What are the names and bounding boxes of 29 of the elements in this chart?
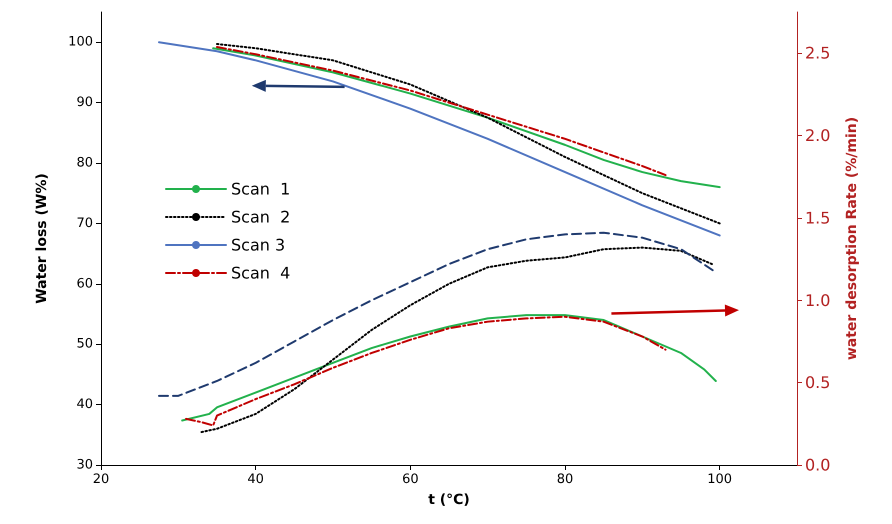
x-tick-label: 80: [556, 472, 574, 487]
x-tick-label: 40: [247, 472, 264, 487]
y2-axis-title: water desorption Rate (%/min): [844, 116, 860, 360]
y2-tick-label: 2.0: [805, 126, 830, 146]
x-tick-label: 60: [402, 472, 419, 487]
line-series: [216, 43, 721, 224]
y-tick-label: 70: [76, 216, 93, 231]
y-tick-label: 30: [76, 458, 93, 472]
y-tick-label: 100: [68, 34, 93, 50]
legend-label: Scan 2: [231, 208, 290, 226]
y2-tick-label: 1.0: [805, 290, 830, 310]
y2-tick-label: 0.0: [805, 456, 830, 474]
line-series: [158, 41, 721, 236]
y2-tick-label: 0.5: [805, 373, 830, 392]
legend-label: Scan 4: [231, 264, 290, 282]
y-tick-label: 80: [76, 156, 93, 170]
y-tick-label: 40: [76, 397, 93, 412]
y-tick-label: 50: [76, 336, 93, 352]
legend-label: Scan 1: [231, 180, 290, 198]
y-tick-label: 60: [76, 276, 93, 292]
legend-label: Scan 3: [231, 236, 286, 254]
x-axis-title: t (°C): [428, 492, 470, 508]
y-tick-label: 90: [76, 95, 93, 110]
line-series: [216, 46, 667, 176]
x-tick-label: 20: [92, 472, 110, 487]
x-tick-label: 100: [707, 472, 732, 487]
y-axis-title: Water loss (W%): [34, 173, 50, 304]
y2-tick-label: 2.5: [805, 44, 830, 63]
y2-tick-label: 1.5: [805, 208, 830, 228]
